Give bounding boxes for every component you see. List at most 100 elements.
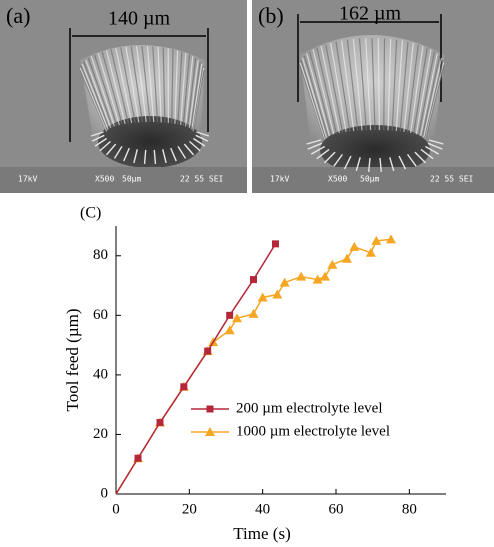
crater-streak bbox=[428, 139, 444, 145]
crater-streak bbox=[177, 51, 183, 125]
crater-streak bbox=[340, 40, 355, 132]
crater-streak bbox=[79, 67, 108, 132]
dimension-label: 162 µm bbox=[339, 3, 402, 25]
crater-streak bbox=[85, 59, 112, 128]
sem-info: X500 bbox=[328, 175, 347, 184]
x-tick-label: 0 bbox=[112, 501, 120, 517]
crater-streak bbox=[184, 56, 194, 127]
crater-streak bbox=[343, 155, 352, 170]
crater-streak bbox=[377, 38, 380, 131]
crater-streak bbox=[306, 53, 330, 136]
data-point bbox=[327, 259, 338, 269]
panel-label: (C) bbox=[80, 205, 101, 222]
crater-streak bbox=[170, 147, 177, 162]
crater-streak bbox=[152, 46, 159, 123]
crater-streak bbox=[105, 143, 117, 156]
legend-label: 200 µm electrolyte level bbox=[236, 400, 383, 416]
crater-streak bbox=[299, 62, 326, 140]
crater-streak bbox=[420, 148, 434, 160]
crater-streak bbox=[125, 46, 140, 123]
sem-info: 17kV bbox=[18, 175, 37, 184]
crater-streak bbox=[80, 65, 108, 131]
y-axis-title: Tool feed (µm) bbox=[63, 308, 82, 411]
data-point bbox=[312, 274, 323, 284]
panel-label: (a) bbox=[6, 3, 30, 28]
crater-streak bbox=[330, 42, 347, 132]
crater-streak bbox=[312, 49, 335, 135]
crater-streak bbox=[192, 65, 204, 131]
crater-streak bbox=[403, 42, 414, 132]
crater-streak bbox=[83, 61, 110, 129]
crater-streak bbox=[91, 134, 105, 142]
data-point bbox=[371, 235, 382, 245]
crater-streak bbox=[371, 37, 376, 131]
sem-footer bbox=[252, 167, 494, 193]
crater-streak bbox=[391, 39, 398, 131]
data-point bbox=[205, 427, 215, 436]
crater-streak bbox=[367, 157, 371, 172]
crater-streak bbox=[309, 51, 332, 136]
data-point bbox=[232, 313, 242, 323]
crater-streak bbox=[387, 38, 392, 131]
crater-streak bbox=[420, 53, 438, 136]
crater-streak bbox=[93, 54, 118, 126]
series-line bbox=[115, 243, 277, 495]
y-tick-label: 20 bbox=[93, 426, 108, 442]
crater-streak bbox=[307, 142, 323, 150]
x-tick-label: 60 bbox=[329, 501, 344, 517]
crater-streak bbox=[300, 60, 326, 139]
data-point bbox=[224, 325, 235, 335]
data-point bbox=[272, 289, 283, 299]
crater-streak bbox=[192, 69, 205, 133]
data-point bbox=[365, 247, 376, 257]
crater-streak bbox=[306, 139, 322, 145]
data-point bbox=[248, 308, 259, 318]
data-point bbox=[250, 276, 257, 284]
crater-streak bbox=[346, 39, 359, 131]
crater-streak bbox=[389, 157, 395, 172]
data-point bbox=[279, 277, 290, 287]
sem-image: (b) 162 µm 17kV X500 50µm 22 55 SEI bbox=[252, 0, 494, 193]
crater-streak bbox=[424, 64, 445, 141]
crater-streak bbox=[153, 149, 157, 164]
crater-streak bbox=[81, 63, 109, 130]
crater-streak bbox=[180, 52, 187, 125]
y-tick-label: 0 bbox=[101, 485, 109, 501]
crater-streak bbox=[424, 60, 444, 139]
crater-streak bbox=[191, 63, 203, 130]
crater-streak bbox=[383, 38, 386, 131]
data-point bbox=[180, 383, 188, 391]
crater-streak bbox=[316, 47, 337, 134]
y-tick-label: 40 bbox=[93, 366, 108, 382]
crater-streak bbox=[358, 38, 367, 131]
crater-streak bbox=[110, 49, 129, 124]
crater-streak bbox=[177, 145, 187, 159]
sem-info: 50µm bbox=[122, 175, 141, 184]
crater-streak bbox=[136, 46, 147, 123]
crater-streak bbox=[425, 145, 440, 155]
crater-streak bbox=[414, 151, 427, 164]
crater-streak bbox=[188, 59, 199, 128]
crater-streak bbox=[421, 55, 441, 137]
x-tick-label: 40 bbox=[255, 501, 270, 517]
crater-streak bbox=[157, 46, 162, 123]
crater-streak bbox=[195, 134, 209, 142]
y-tick-label: 80 bbox=[93, 247, 108, 263]
crater-streak bbox=[192, 137, 206, 147]
data-point bbox=[386, 234, 396, 244]
crater-streak bbox=[325, 44, 344, 133]
data-point bbox=[206, 405, 214, 413]
crater-streak bbox=[182, 54, 191, 126]
crater-streak bbox=[113, 145, 123, 159]
crater-streak bbox=[190, 61, 201, 129]
crater-streak bbox=[415, 49, 432, 135]
crater-streak bbox=[162, 47, 166, 123]
crater-streak bbox=[97, 52, 120, 126]
crater-streak bbox=[406, 44, 419, 133]
sem-info: 22 55 SEI bbox=[180, 175, 224, 184]
sem-info: 17kV bbox=[270, 175, 289, 184]
crater-streak bbox=[399, 41, 409, 132]
crater-streak bbox=[87, 57, 113, 128]
crater-streak bbox=[379, 157, 383, 172]
crater-streak bbox=[162, 149, 167, 164]
